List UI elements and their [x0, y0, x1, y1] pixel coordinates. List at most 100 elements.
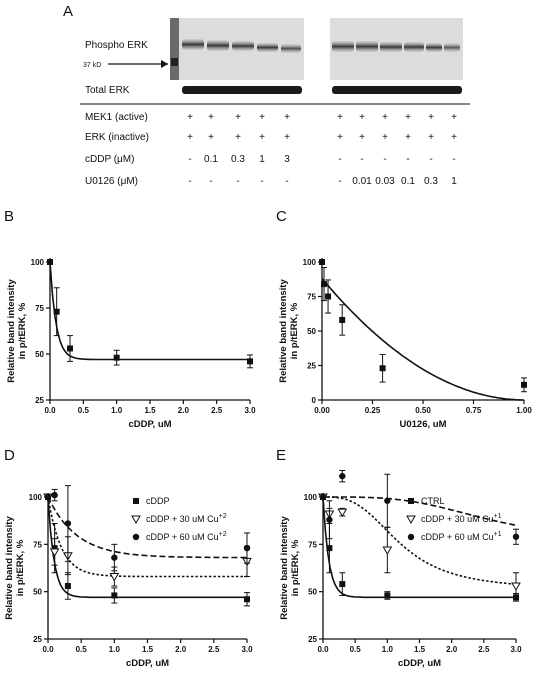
total-erk-blot	[182, 86, 462, 94]
treatment-cell: 1	[259, 154, 265, 165]
legend-label: cDDP + 30 uM Cu+1	[421, 513, 502, 524]
x-tick-label: 0.00	[314, 406, 330, 415]
x-tick-label: 2.5	[208, 645, 220, 654]
data-point	[51, 491, 58, 499]
legend-marker	[407, 533, 415, 541]
phospho-blot-left	[170, 18, 304, 80]
treatment-cell: +	[187, 132, 193, 143]
fit-curve	[322, 496, 516, 599]
y-tick-label: 100	[31, 258, 45, 267]
data-point	[512, 533, 520, 540]
data-point	[339, 581, 346, 588]
treatment-cell: 0.01	[352, 176, 372, 187]
y-tick-label: 100	[304, 493, 318, 502]
legend-superscript: +2	[219, 531, 227, 538]
treatment-cell: +	[259, 112, 265, 123]
data-point	[64, 520, 72, 527]
y-tick-label: 100	[303, 258, 317, 267]
x-tick-label: 1.0	[382, 645, 394, 654]
y-tick-label: 50	[308, 588, 317, 597]
panel-letter-b: B	[4, 208, 14, 225]
x-tick-label: 1.0	[111, 406, 123, 415]
data-point	[382, 546, 393, 556]
treatment-cell: -	[429, 154, 432, 165]
treatment-cell: -	[338, 154, 341, 165]
treatment-row-label: U0126 (μM)	[85, 176, 138, 187]
y-axis-label: Relative band intensityin p/tERK, %	[279, 516, 301, 620]
y-axis-label-line: in p/tERK, %	[17, 302, 28, 359]
y-tick-label: 75	[35, 304, 44, 313]
treatment-cell: -	[360, 154, 363, 165]
x-axis-label: cDDP, uM	[128, 419, 171, 430]
treatment-cell: +	[337, 112, 343, 123]
y-axis-label-line: Relative band intensity	[279, 516, 290, 620]
data-point	[319, 493, 327, 501]
treatment-cell: 0.3	[231, 154, 245, 165]
treatment-cell: +	[359, 112, 365, 123]
treatment-cell: +	[382, 132, 388, 143]
y-tick-label: 75	[33, 540, 42, 549]
treatment-row-label: MEK1 (active)	[85, 112, 148, 123]
treatment-cell: +	[187, 112, 193, 123]
x-tick-label: 3.0	[244, 406, 256, 415]
panel-letter-e: E	[276, 447, 286, 464]
legend-marker	[408, 498, 414, 504]
phospho-blot-right	[330, 18, 463, 80]
series-square	[47, 259, 253, 369]
y-tick-label: 100	[29, 493, 43, 502]
fit-curve	[47, 496, 247, 559]
data-point	[243, 544, 251, 552]
legend-label: cDDP + 30 uM Cu+2	[146, 513, 227, 524]
treatment-cell: -	[452, 154, 455, 165]
y-tick-label: 25	[307, 362, 316, 371]
legend-superscript: +1	[494, 513, 502, 520]
y-axis-label-line: in p/tERK, %	[15, 539, 26, 596]
treatment-cell: +	[428, 132, 434, 143]
y-tick-label: 50	[33, 588, 42, 597]
y-tick-label: 75	[307, 293, 316, 302]
legend-label: cDDP + 60 uM Cu+1	[421, 531, 502, 542]
x-tick-label: 0.5	[78, 406, 90, 415]
y-axis-label-line: Relative band intensity	[4, 516, 15, 620]
treatment-cell: +	[235, 112, 241, 123]
data-point	[247, 358, 253, 365]
fit-curve	[323, 496, 517, 527]
legend-text: CTRL	[421, 496, 445, 506]
x-axis-label: cDDP, uM	[126, 658, 169, 669]
x-tick-label: 1.5	[144, 406, 156, 415]
x-tick-label: 0.25	[365, 406, 381, 415]
data-point	[379, 365, 386, 372]
panel-e-chart: 25 50 75 100 0.0 0.5 1.0 1.5 2.0 2.5 3.0 cDDP, uM Re…	[279, 469, 522, 669]
x-tick-label: 2.0	[446, 645, 458, 654]
y-axis-label-line: in p/tERK, %	[289, 302, 300, 359]
data-point	[111, 592, 118, 599]
series-circle	[44, 485, 251, 572]
panel-a-western-blot: A Phospho ERK 37 kD Total	[63, 3, 470, 187]
treatment-cell: +	[284, 132, 290, 143]
legend-marker	[133, 498, 139, 504]
data-point	[109, 573, 120, 582]
y-tick-label: 0	[312, 396, 317, 405]
y-tick-label: 75	[308, 540, 317, 549]
y-axis-label-line: Relative band intensity	[6, 279, 17, 383]
treatment-cell: 0.3	[424, 176, 438, 187]
legend-superscript: +2	[219, 513, 227, 520]
x-tick-label: 0.0	[44, 406, 56, 415]
panel-letter-c: C	[276, 208, 287, 225]
data-point	[111, 554, 118, 561]
treatment-cell: +	[382, 112, 388, 123]
treatment-cell: -	[285, 176, 288, 187]
treatment-cell: 0.03	[375, 176, 395, 187]
treatment-cell: +	[405, 112, 411, 123]
treatment-cell: +	[451, 132, 457, 143]
y-tick-label: 50	[35, 350, 44, 359]
y-axis-label: Relative band intensityin p/tERK, %	[4, 516, 26, 620]
data-point	[384, 592, 391, 599]
data-point	[521, 381, 527, 388]
legend-text: cDDP + 30 uM Cu	[146, 514, 219, 524]
series-square	[319, 259, 527, 401]
treatment-cell: +	[428, 112, 434, 123]
data-point	[321, 281, 328, 288]
data-point	[49, 548, 60, 557]
legend-marker	[132, 533, 140, 541]
